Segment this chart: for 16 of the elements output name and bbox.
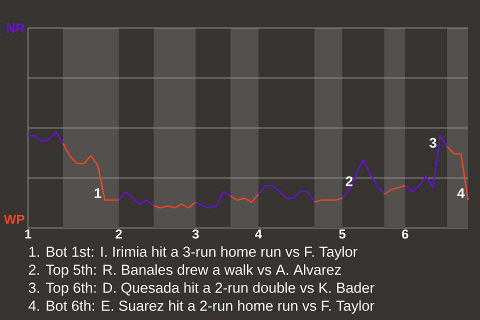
annotation: 3 (429, 138, 436, 148)
text: 4. Bot 6th: E. Suarez hit a 2-run home run vs F. Taylor (28, 300, 374, 314)
text: 1. Bot 1st: I. Irimia hit a 3-run home run vs F. Taylor (29, 246, 358, 260)
annotation: 1 (94, 188, 102, 198)
x-tick-label: 5 (339, 230, 346, 239)
x-tick-label: 1 (25, 230, 32, 238)
annotation: 4 (457, 188, 465, 198)
x-tick-label: 4 (255, 230, 262, 238)
x-tick-label: 3 (192, 230, 199, 239)
annotation: 2 (346, 176, 352, 186)
text: 3. Top 6th: D. Quesada hit a 2-run double vs K. Bader (28, 282, 374, 296)
text: NR (6, 24, 25, 32)
text: WP (4, 214, 24, 224)
text: 2. Top 5th: R. Banales drew a walk vs A. Alvarez (28, 264, 341, 278)
x-tick-label: 2 (116, 230, 122, 239)
x-tick-label: 6 (402, 230, 408, 239)
